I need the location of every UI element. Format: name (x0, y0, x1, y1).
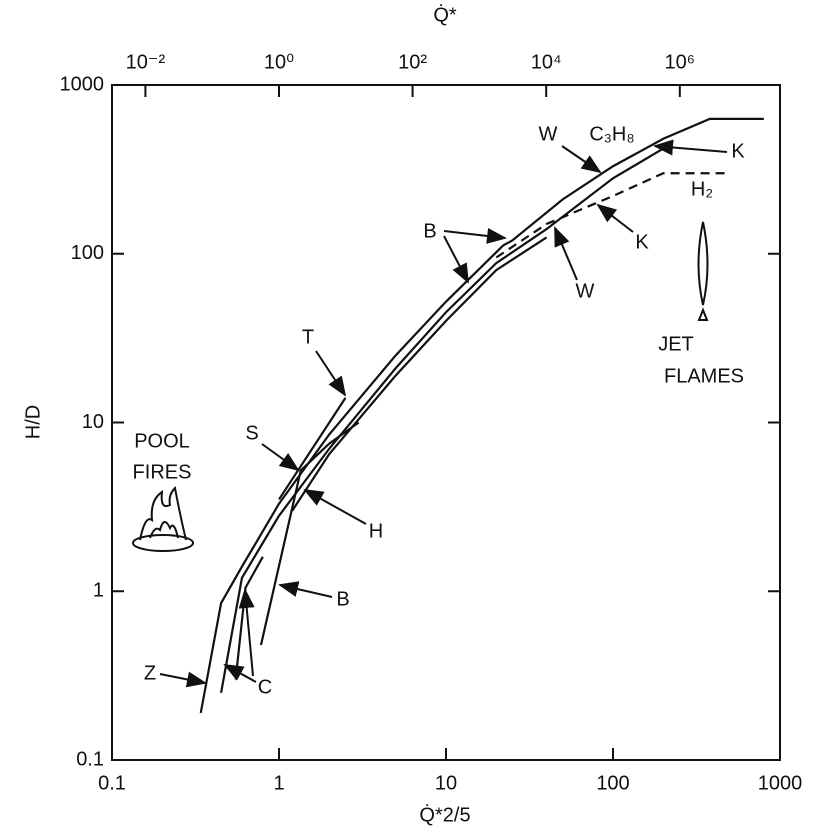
annotation: C₃H₈ (589, 123, 634, 145)
annotation-arrow (159, 671, 207, 688)
annotation-arrow (315, 350, 347, 397)
annotation-arrow (223, 664, 257, 683)
pool-fire-icon (132, 485, 194, 552)
x2-tick-label: 10⁴ (531, 51, 562, 73)
flame-height-line (220, 147, 664, 694)
annotation: FLAMES (664, 365, 744, 387)
annotation: T (302, 326, 314, 348)
annotation: POOL (134, 430, 190, 452)
x-axis-label: Q̇*2/5 (419, 804, 470, 826)
annotation: H (369, 520, 383, 542)
y-tick-label: 1000 (60, 73, 105, 95)
y-tick-label: 10 (82, 411, 104, 433)
y-tick-label: 0.1 (76, 748, 104, 770)
annotation: B (336, 588, 349, 610)
x-tick-label: 0.1 (98, 772, 126, 794)
flame-height-line (259, 421, 360, 646)
x-tick-label: 1000 (758, 772, 803, 794)
annotation: W (539, 123, 558, 145)
annotation-arrow (554, 226, 578, 281)
plot-frame (111, 84, 781, 761)
y-tick-label: 1 (93, 580, 104, 602)
annotation: C (258, 676, 272, 698)
y-axis-label: H/D (22, 405, 44, 439)
annotation-arrow (596, 203, 634, 233)
annotation: S (245, 422, 258, 444)
annotation-arrow (561, 145, 602, 174)
y-tick-label: 100 (71, 242, 104, 264)
annotation-arrow (238, 588, 255, 677)
annotation: FIRES (133, 461, 192, 483)
annotation: Z (144, 662, 156, 684)
flame-height-line (234, 556, 264, 680)
x2-axis-label: Q̇* (433, 4, 457, 26)
x2-tick-label: 10² (398, 51, 427, 73)
annotation-arrow (278, 581, 333, 598)
x2-tick-label: 10⁻² (126, 51, 166, 73)
annotation-arrow (443, 235, 469, 284)
annotation: W (576, 280, 595, 302)
x2-tick-label: 10⁶ (665, 51, 695, 73)
annotation: JET (658, 333, 694, 355)
annotation: K (635, 231, 649, 253)
jet-flame-icon (697, 221, 709, 321)
annotation-arrow (443, 228, 507, 244)
annotation: B (423, 220, 436, 242)
x-tick-label: 100 (596, 772, 629, 794)
annotation: K (731, 140, 745, 162)
annotation-arrow (261, 443, 300, 472)
annotation-arrow (653, 139, 728, 156)
annotation-arrow (303, 489, 367, 525)
annotation: H₂ (691, 178, 713, 200)
flame-height-line (199, 117, 764, 714)
flame-height-line (291, 236, 548, 512)
flame-height-line (278, 397, 347, 501)
x2-tick-label: 10⁰ (264, 51, 294, 73)
x-tick-label: 1 (273, 772, 284, 794)
x-tick-label: 10 (435, 772, 457, 794)
